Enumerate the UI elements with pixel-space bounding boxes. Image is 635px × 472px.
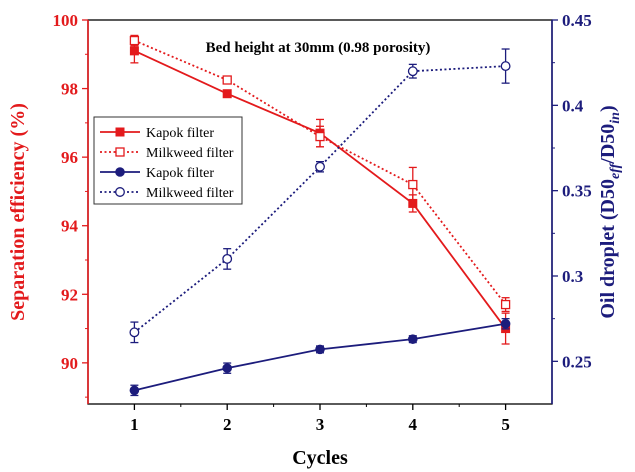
- data-point: [222, 89, 232, 99]
- y-right-tick-label: 0.25: [562, 352, 592, 371]
- data-point: [129, 327, 140, 338]
- legend-label: Milkweed filter: [146, 186, 234, 201]
- y-right-tick-label: 0.45: [562, 11, 592, 30]
- data-point: [407, 66, 418, 77]
- y-right-tick-label: 0.4: [562, 96, 584, 115]
- legend-label: Kapok filter: [146, 166, 214, 181]
- y-left-tick-label: 90: [61, 354, 78, 373]
- axes: 1 2 3 4 5 90 92 94 96 98 100 0.25 0.3 0.35 0.4 0.45: [53, 11, 592, 434]
- x-tick-label: 2: [223, 415, 232, 434]
- y-left-tick-label: 98: [61, 80, 78, 99]
- data-point: [315, 344, 325, 355]
- legend-label: Kapok filter: [146, 126, 214, 141]
- data-point: [315, 161, 325, 172]
- legend-marker: [115, 127, 125, 137]
- y-left-tick-label: 94: [61, 217, 79, 236]
- y-left-tick-label: 96: [61, 148, 78, 167]
- x-axis-label: Cycles: [292, 447, 348, 469]
- x-tick-label: 1: [130, 415, 139, 434]
- data-point: [500, 299, 511, 310]
- data-point: [500, 318, 511, 329]
- legend-marker: [115, 187, 125, 197]
- x-tick-label: 3: [316, 415, 325, 434]
- chart-title: Bed height at 30mm (0.98 porosity): [206, 40, 431, 56]
- data-point: [129, 35, 140, 46]
- y-axis-left-label: Separation efficiency (%): [7, 103, 29, 321]
- x-tick-label: 4: [409, 415, 418, 434]
- legend-marker: [115, 167, 125, 177]
- x-tick-label: 5: [501, 415, 510, 434]
- series-line: [134, 39, 507, 306]
- series-line: [134, 322, 506, 392]
- data-point: [500, 61, 511, 72]
- y-right-tick-label: 0.3: [562, 267, 583, 286]
- legend-marker: [115, 147, 125, 157]
- data-point: [222, 363, 232, 373]
- data-point: [222, 75, 232, 85]
- data-point: [222, 253, 233, 264]
- series-1: [129, 34, 511, 313]
- legend-item: Milkweed filter: [100, 186, 234, 201]
- series-layer: [129, 34, 511, 397]
- data-point: [129, 385, 140, 396]
- y-right-tick-label: 0.35: [562, 182, 592, 201]
- y-axis-right-label: Oil droplet (D50eff/D50in): [597, 105, 623, 318]
- legend: Kapok filter Milkweed filter Kapok filter M…: [93, 116, 243, 205]
- legend-item: Kapok filter: [100, 126, 214, 141]
- series-2: [129, 318, 511, 397]
- series-3: [129, 48, 511, 344]
- y-left-tick-label: 100: [53, 11, 79, 30]
- data-point: [129, 46, 139, 56]
- y-left-tick-label: 92: [61, 285, 78, 304]
- legend-item: Kapok filter: [100, 166, 214, 181]
- legend-item: Milkweed filter: [100, 146, 234, 161]
- data-point: [408, 334, 418, 344]
- legend-label: Milkweed filter: [146, 146, 234, 161]
- data-point: [315, 131, 325, 142]
- data-point: [408, 179, 418, 190]
